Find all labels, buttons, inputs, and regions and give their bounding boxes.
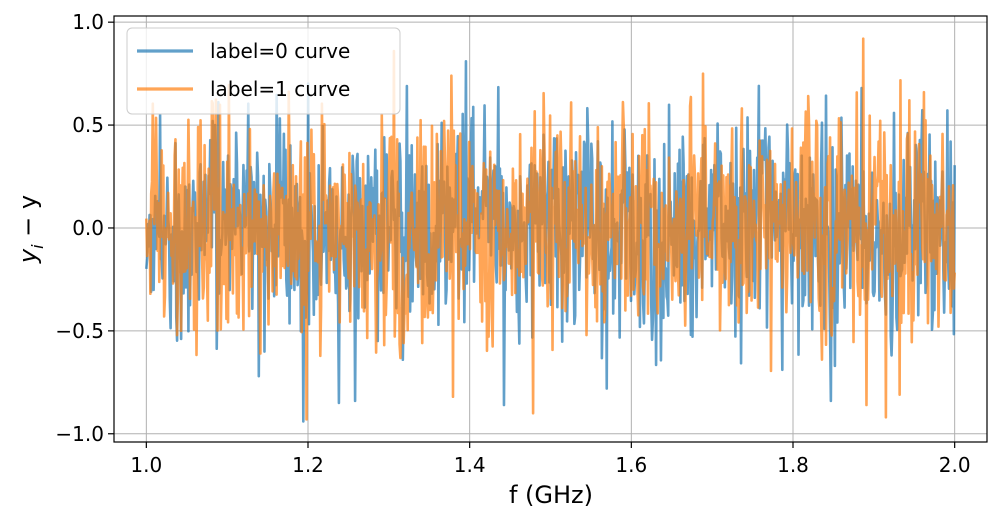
x-tick-label: 2.0: [939, 453, 971, 477]
legend-label-label0: label=0 curve: [210, 39, 350, 63]
legend-box: [126, 27, 401, 115]
x-tick-label: 1.8: [777, 453, 809, 477]
x-axis: 1.0 1.2 1.4 1.6 1.8 2.0: [130, 442, 971, 477]
x-tick-label: 1.6: [615, 453, 647, 477]
y-tick-label: 0.5: [72, 113, 104, 137]
legend-label-label1: label=1 curve: [210, 77, 350, 101]
legend: label=0 curve label=1 curve: [126, 27, 401, 115]
y-tick-label: 0.0: [72, 216, 104, 240]
y-tick-label: 1.0: [72, 10, 104, 34]
x-tick-label: 1.0: [130, 453, 162, 477]
y-axis: −1.0 −0.5 0.0 0.5 1.0: [55, 10, 114, 446]
y-tick-label: −0.5: [55, 319, 104, 343]
x-tick-label: 1.4: [454, 453, 486, 477]
y-axis-label: yi − y: [14, 195, 47, 264]
y-tick-label: −1.0: [55, 422, 104, 446]
plot-frame: [113, 15, 988, 443]
x-axis-label: f (GHz): [509, 481, 593, 509]
series-layer: [145, 37, 956, 423]
series-line-label1: [145, 37, 956, 421]
x-tick-label: 1.2: [292, 453, 324, 477]
